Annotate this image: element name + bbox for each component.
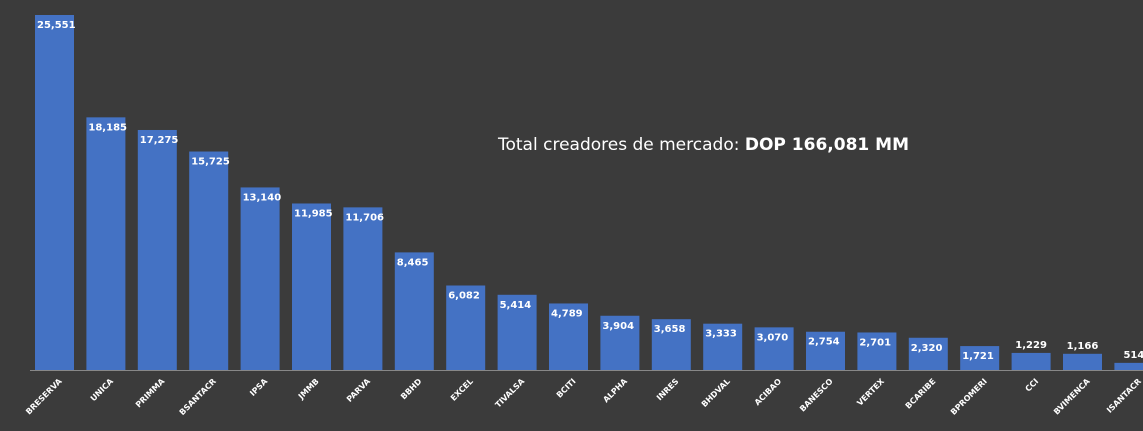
bar xyxy=(1011,352,1051,370)
value-label: 8,465 xyxy=(397,257,429,268)
bar xyxy=(857,332,897,370)
bar xyxy=(394,252,434,370)
bar xyxy=(600,315,640,370)
bar xyxy=(137,129,177,370)
value-label: 2,320 xyxy=(911,343,943,354)
bar xyxy=(240,187,280,370)
bar xyxy=(1114,362,1143,370)
value-label: 17,275 xyxy=(140,135,179,146)
bar xyxy=(754,327,794,370)
value-label: 11,985 xyxy=(294,208,333,219)
bar xyxy=(86,117,126,371)
value-label: 1,166 xyxy=(1067,341,1099,352)
value-label: 15,725 xyxy=(191,157,230,168)
value-label: 1,721 xyxy=(962,351,994,362)
bar xyxy=(35,15,74,370)
value-label: 18,185 xyxy=(88,122,127,133)
value-label: 13,140 xyxy=(243,192,282,203)
annotation-text: Total creadores de mercado: xyxy=(497,135,745,155)
value-label: 1,229 xyxy=(1015,340,1047,351)
bar xyxy=(651,319,691,370)
bar xyxy=(446,285,486,370)
bar xyxy=(908,337,948,370)
value-label: 11,706 xyxy=(345,212,384,223)
annotation-emphasis: DOP 166,081 MM xyxy=(745,135,909,155)
value-label: 514 xyxy=(1123,350,1143,361)
bar xyxy=(343,207,383,370)
value-label: 6,082 xyxy=(448,290,480,301)
value-label: 5,414 xyxy=(500,300,532,311)
bar xyxy=(292,203,331,370)
value-label: 2,754 xyxy=(808,337,840,348)
bar xyxy=(806,331,845,370)
value-label: 25,551 xyxy=(37,20,76,31)
value-label: 4,789 xyxy=(551,308,583,319)
bar xyxy=(549,303,588,370)
value-label: 3,333 xyxy=(705,329,737,340)
value-label: 3,658 xyxy=(654,324,686,335)
bar xyxy=(189,151,229,370)
bar xyxy=(497,294,537,370)
annotation: Total creadores de mercado: DOP 166,081 … xyxy=(497,135,909,155)
bar xyxy=(703,323,743,370)
bar xyxy=(960,346,1000,370)
value-label: 3,904 xyxy=(602,321,634,332)
value-label: 2,701 xyxy=(859,337,891,348)
value-label: 3,070 xyxy=(757,332,789,343)
bar xyxy=(1063,353,1102,370)
